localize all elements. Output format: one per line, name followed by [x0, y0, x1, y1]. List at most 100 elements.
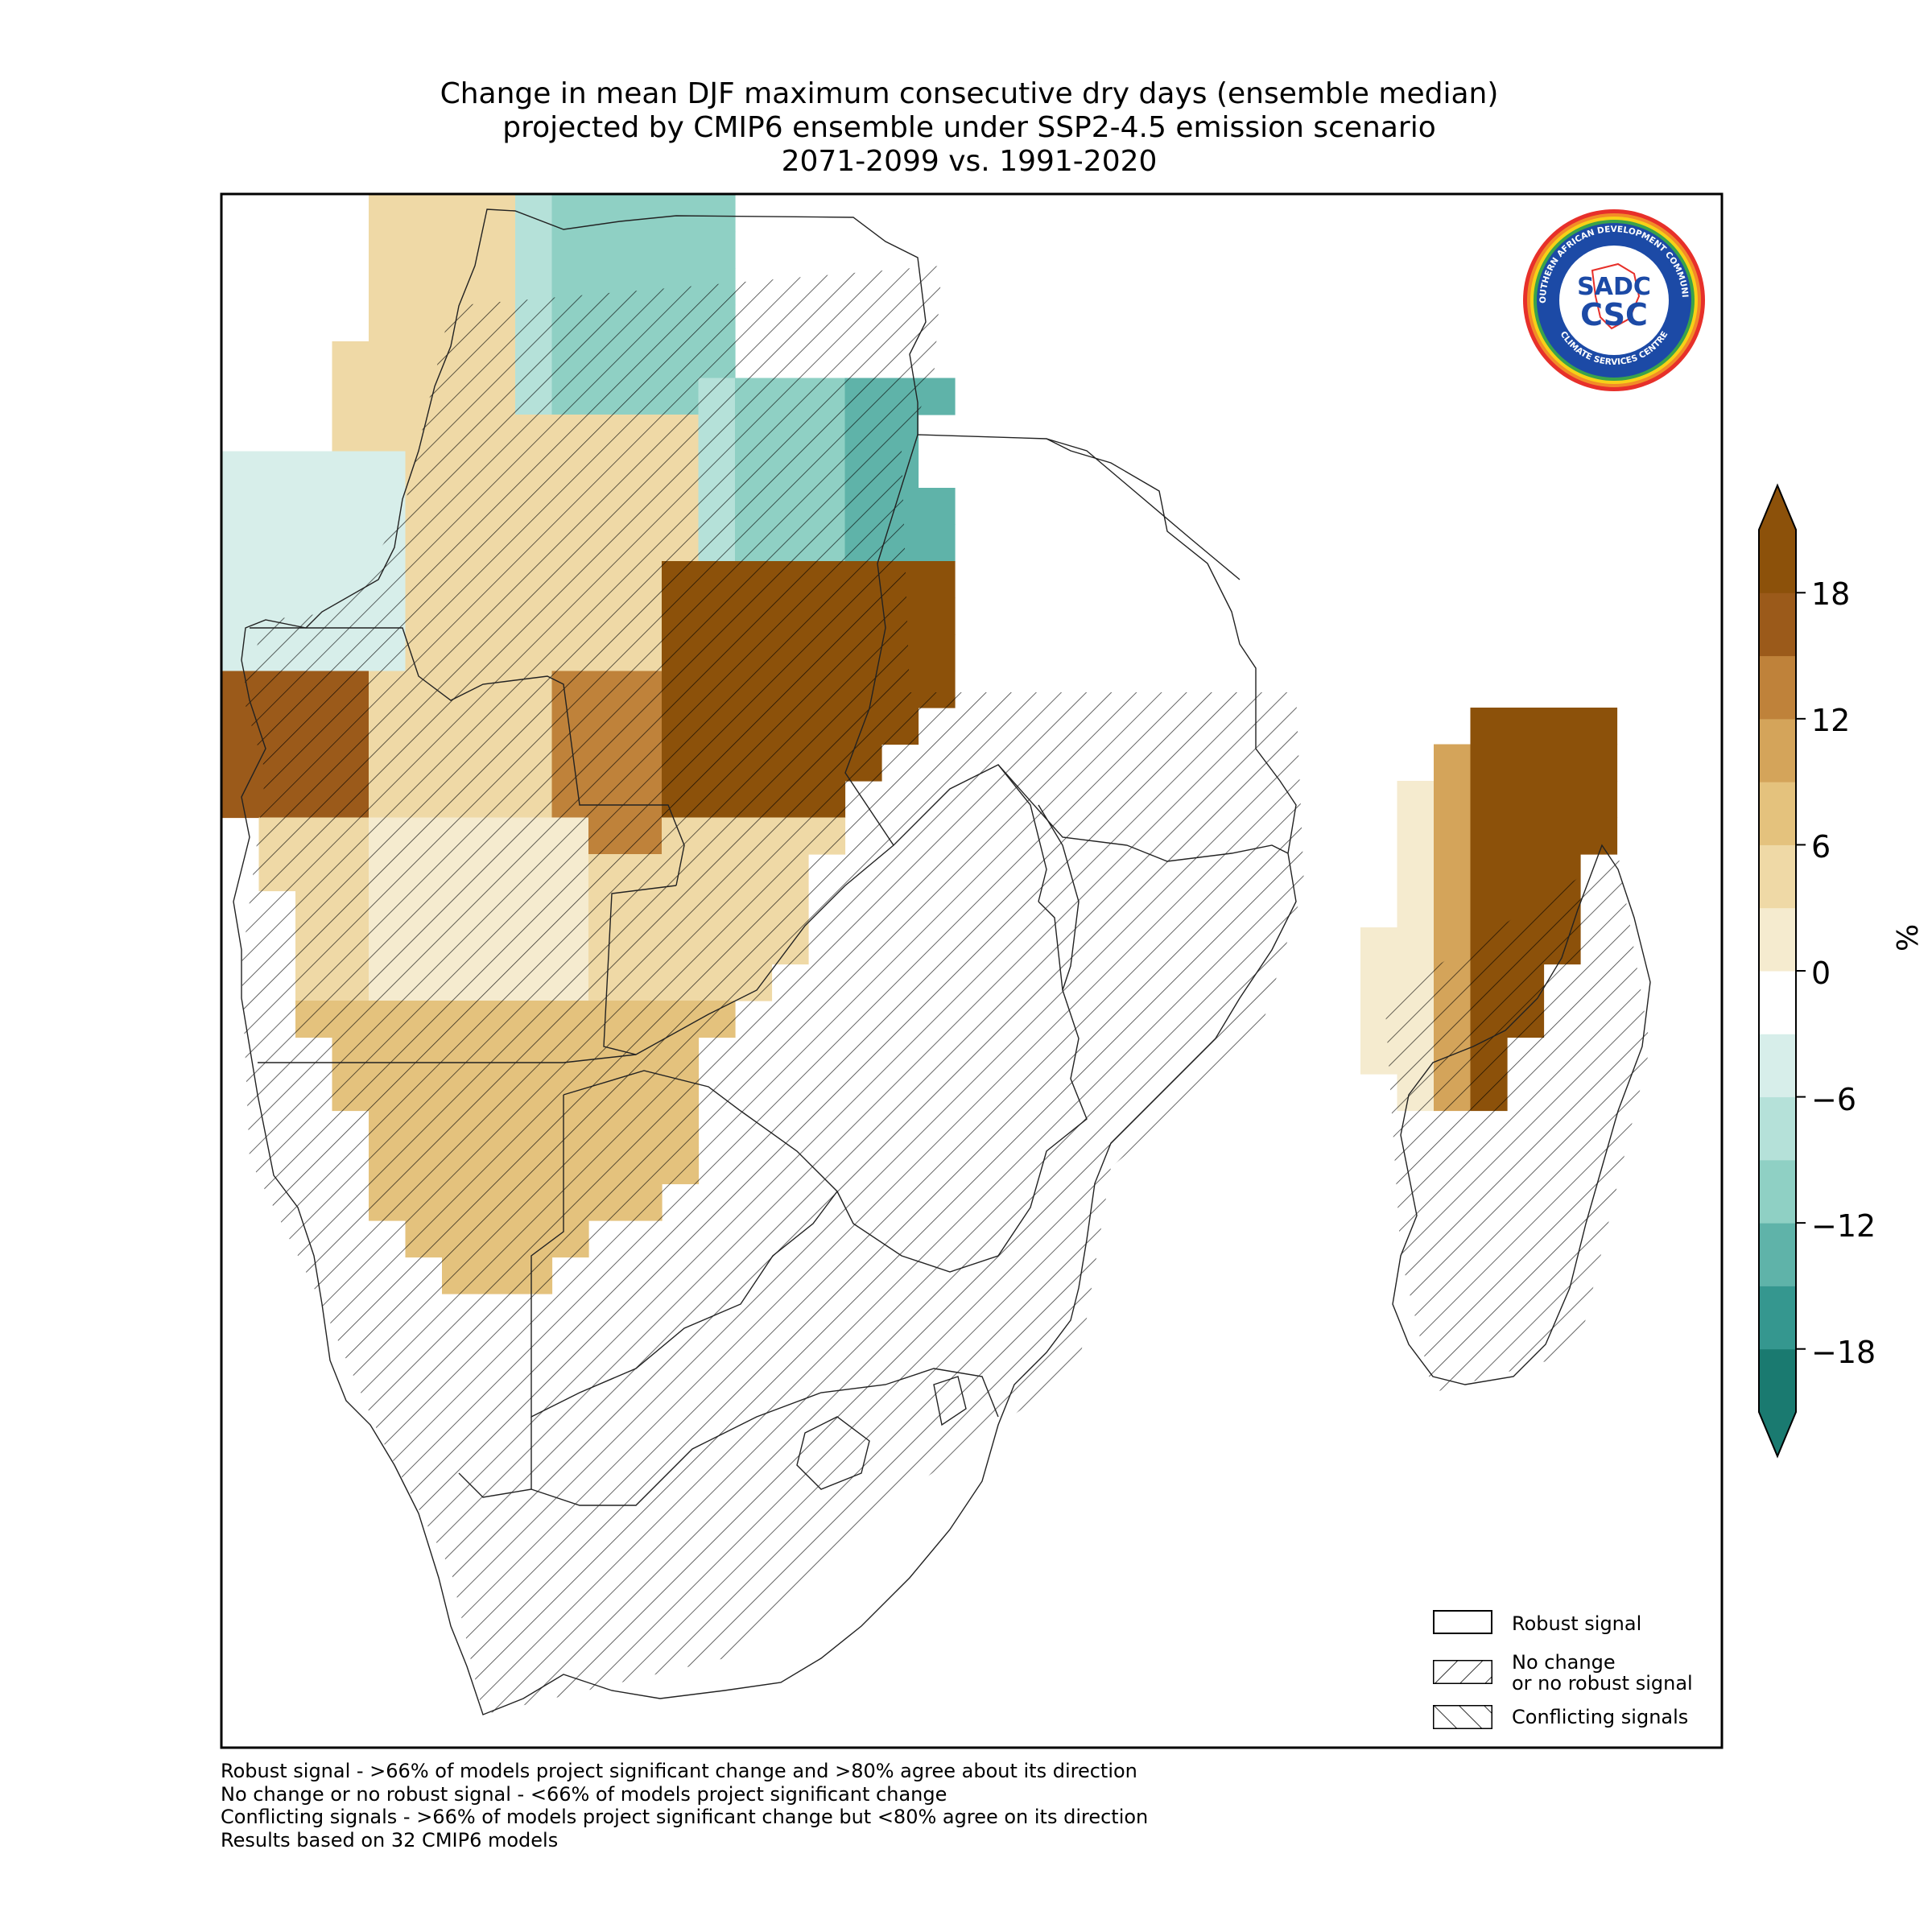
legend-label-no-change: No change or no robust signal: [1512, 1652, 1693, 1694]
colorbar-bin: [1759, 1286, 1796, 1350]
colorbar-bin: [1759, 782, 1796, 845]
legend-label-robust: Robust signal: [1512, 1612, 1642, 1635]
grid-cell: [1470, 781, 1508, 819]
grid-cell: [1507, 708, 1545, 745]
grid-cell: [1470, 708, 1508, 745]
colorbar-bin: [1759, 971, 1796, 1034]
grid-cell: [369, 341, 407, 379]
grid-cell: [1543, 744, 1581, 782]
grid-cell: [478, 195, 516, 233]
grid-cell: [1543, 781, 1581, 819]
lesotho: [796, 1416, 870, 1490]
colorbar-bin: [1759, 1034, 1796, 1098]
sadc-csc-logo: SOUTHERN AFRICAN DEVELOPMENT COMMUNITY C…: [1517, 200, 1707, 396]
border-tanzania-south: [997, 764, 1289, 862]
grid-cell: [332, 341, 369, 379]
grid-cell: [1543, 817, 1581, 855]
border-angola-namibia: [258, 1054, 637, 1063]
grid-cell: [1470, 744, 1508, 782]
grid-cell: [1507, 744, 1545, 782]
grid-cell: [1507, 817, 1545, 855]
colorbar-extend-min: [1759, 1412, 1796, 1456]
grid-cell: [515, 231, 553, 269]
grid-cell: [918, 524, 956, 562]
grid-cell: [1580, 708, 1618, 745]
legend-swatch-robust: [1433, 1610, 1492, 1634]
colorbar-tick-minus-6: −6: [1811, 1082, 1857, 1117]
border-kenya-tanzania: [1046, 438, 1241, 580]
grid-cell: [295, 561, 333, 599]
colorbar-bin: [1759, 592, 1796, 657]
grid-cell: [295, 524, 333, 562]
grid-cell: [442, 195, 480, 233]
figure-title: Change in mean DJF maximum consecutive d…: [217, 77, 1721, 179]
border-malawi: [1038, 804, 1080, 991]
colorbar-bin: [1759, 530, 1796, 593]
grid-cell: [332, 488, 369, 526]
grid-cell: [698, 195, 736, 233]
footnote-robust: Robust signal - >66% of models project s…: [221, 1760, 1137, 1782]
legend-label-no-change-line2: or no robust signal: [1512, 1672, 1693, 1695]
grid-cell: [295, 451, 333, 489]
grid-cell: [332, 524, 369, 562]
colorbar: [1758, 483, 1806, 1459]
grid-cell: [442, 231, 480, 269]
grid-cell: [551, 195, 589, 233]
grid-cell: [405, 231, 443, 269]
footnote-no-change: No change or no robust signal - <66% of …: [221, 1782, 947, 1806]
title-line-1: Change in mean DJF maximum consecutive d…: [440, 77, 1499, 110]
border-drc-angola: [250, 627, 685, 886]
grid-cell: [625, 231, 663, 269]
grid-cell: [258, 524, 296, 562]
grid-cell: [478, 231, 516, 269]
grid-cell: [332, 378, 369, 415]
legend-label-conflicting: Conflicting signals: [1512, 1706, 1689, 1728]
grid-cell: [405, 304, 443, 342]
grid-cell: [369, 378, 407, 415]
grid-cell: [222, 597, 260, 635]
grid-cell: [369, 231, 407, 269]
grid-cell: [918, 597, 956, 635]
grid-cell: [369, 195, 407, 233]
footnote-conflicting: Conflicting signals - >66% of models pro…: [221, 1806, 1149, 1828]
hatch-region: [242, 266, 1304, 1715]
colorbar-extend-max: [1759, 485, 1796, 530]
colorbar-bin: [1759, 907, 1796, 972]
colorbar-tick-6: 6: [1811, 829, 1831, 865]
grid-cell: [625, 195, 663, 233]
grid-cell: [1360, 927, 1398, 965]
colorbar-bin: [1759, 655, 1796, 720]
grid-cell: [405, 268, 443, 306]
map-frame: [220, 192, 1724, 1749]
colorbar-unit-label: %: [1892, 923, 1925, 952]
hatch-region: [1385, 853, 1650, 1393]
logo-sadc-text: SADC: [1577, 273, 1651, 301]
grid-cell: [1397, 817, 1435, 855]
colorbar-tick-12: 12: [1811, 703, 1851, 738]
grid-cell: [551, 231, 589, 269]
grid-cell: [332, 415, 369, 452]
footnotes: Robust signal - >66% of models project s…: [221, 1760, 1148, 1852]
grid-cell: [1507, 781, 1545, 819]
grid-cell: [222, 488, 260, 526]
grid-cell: [1434, 890, 1472, 928]
grid-cell: [1397, 927, 1435, 965]
grid-cell: [662, 195, 700, 233]
grid-cell: [588, 195, 626, 233]
grid-cell: [1580, 781, 1618, 819]
colorbar-tick-minus-12: −12: [1811, 1208, 1876, 1244]
border-southafrica: [530, 1368, 999, 1506]
grid-cell: [369, 304, 407, 342]
colorbar-tick-minus-18: −18: [1811, 1335, 1876, 1370]
colorbar-bin: [1759, 1223, 1796, 1286]
grid-cell: [1470, 817, 1508, 855]
colorbar-tick-0: 0: [1811, 956, 1831, 991]
logo-mark: SOUTHERN AFRICAN DEVELOPMENT COMMUNITY C…: [1517, 200, 1705, 391]
legend-swatch-no-change: [1433, 1660, 1492, 1684]
grid-cell: [588, 231, 626, 269]
grid-cell: [295, 488, 333, 526]
grid-cell: [662, 231, 700, 269]
grid-cell: [369, 268, 407, 306]
hatching-layer: [242, 266, 1650, 1715]
